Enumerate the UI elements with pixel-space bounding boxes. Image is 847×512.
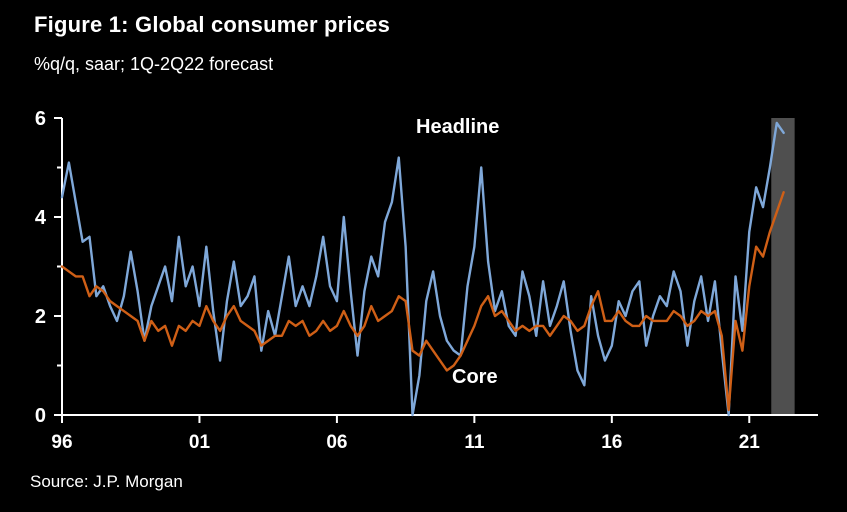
- source-text: Source: J.P. Morgan: [30, 472, 183, 491]
- figure-title: Figure 1: Global consumer prices: [34, 12, 391, 37]
- forecast-band: [771, 118, 795, 415]
- core-series-line: [60, 191, 785, 412]
- x-tick-label: 96: [51, 432, 72, 453]
- y-tick-label: 2: [35, 306, 46, 328]
- x-tick-label: 16: [601, 432, 622, 453]
- series-label-core: Core: [452, 366, 498, 388]
- x-tick-label: 06: [326, 432, 347, 453]
- x-tick-label: 01: [189, 432, 211, 453]
- series-label-headline: Headline: [416, 116, 500, 138]
- x-tick-label: 21: [739, 432, 761, 453]
- y-tick-label: 6: [35, 108, 46, 130]
- y-tick-label: 4: [35, 207, 47, 229]
- x-tick-label: 11: [464, 432, 485, 453]
- headline-series-line: [60, 121, 785, 417]
- figure-subtitle: %q/q, saar; 1Q-2Q22 forecast: [34, 54, 274, 74]
- y-tick-label: 0: [35, 405, 46, 427]
